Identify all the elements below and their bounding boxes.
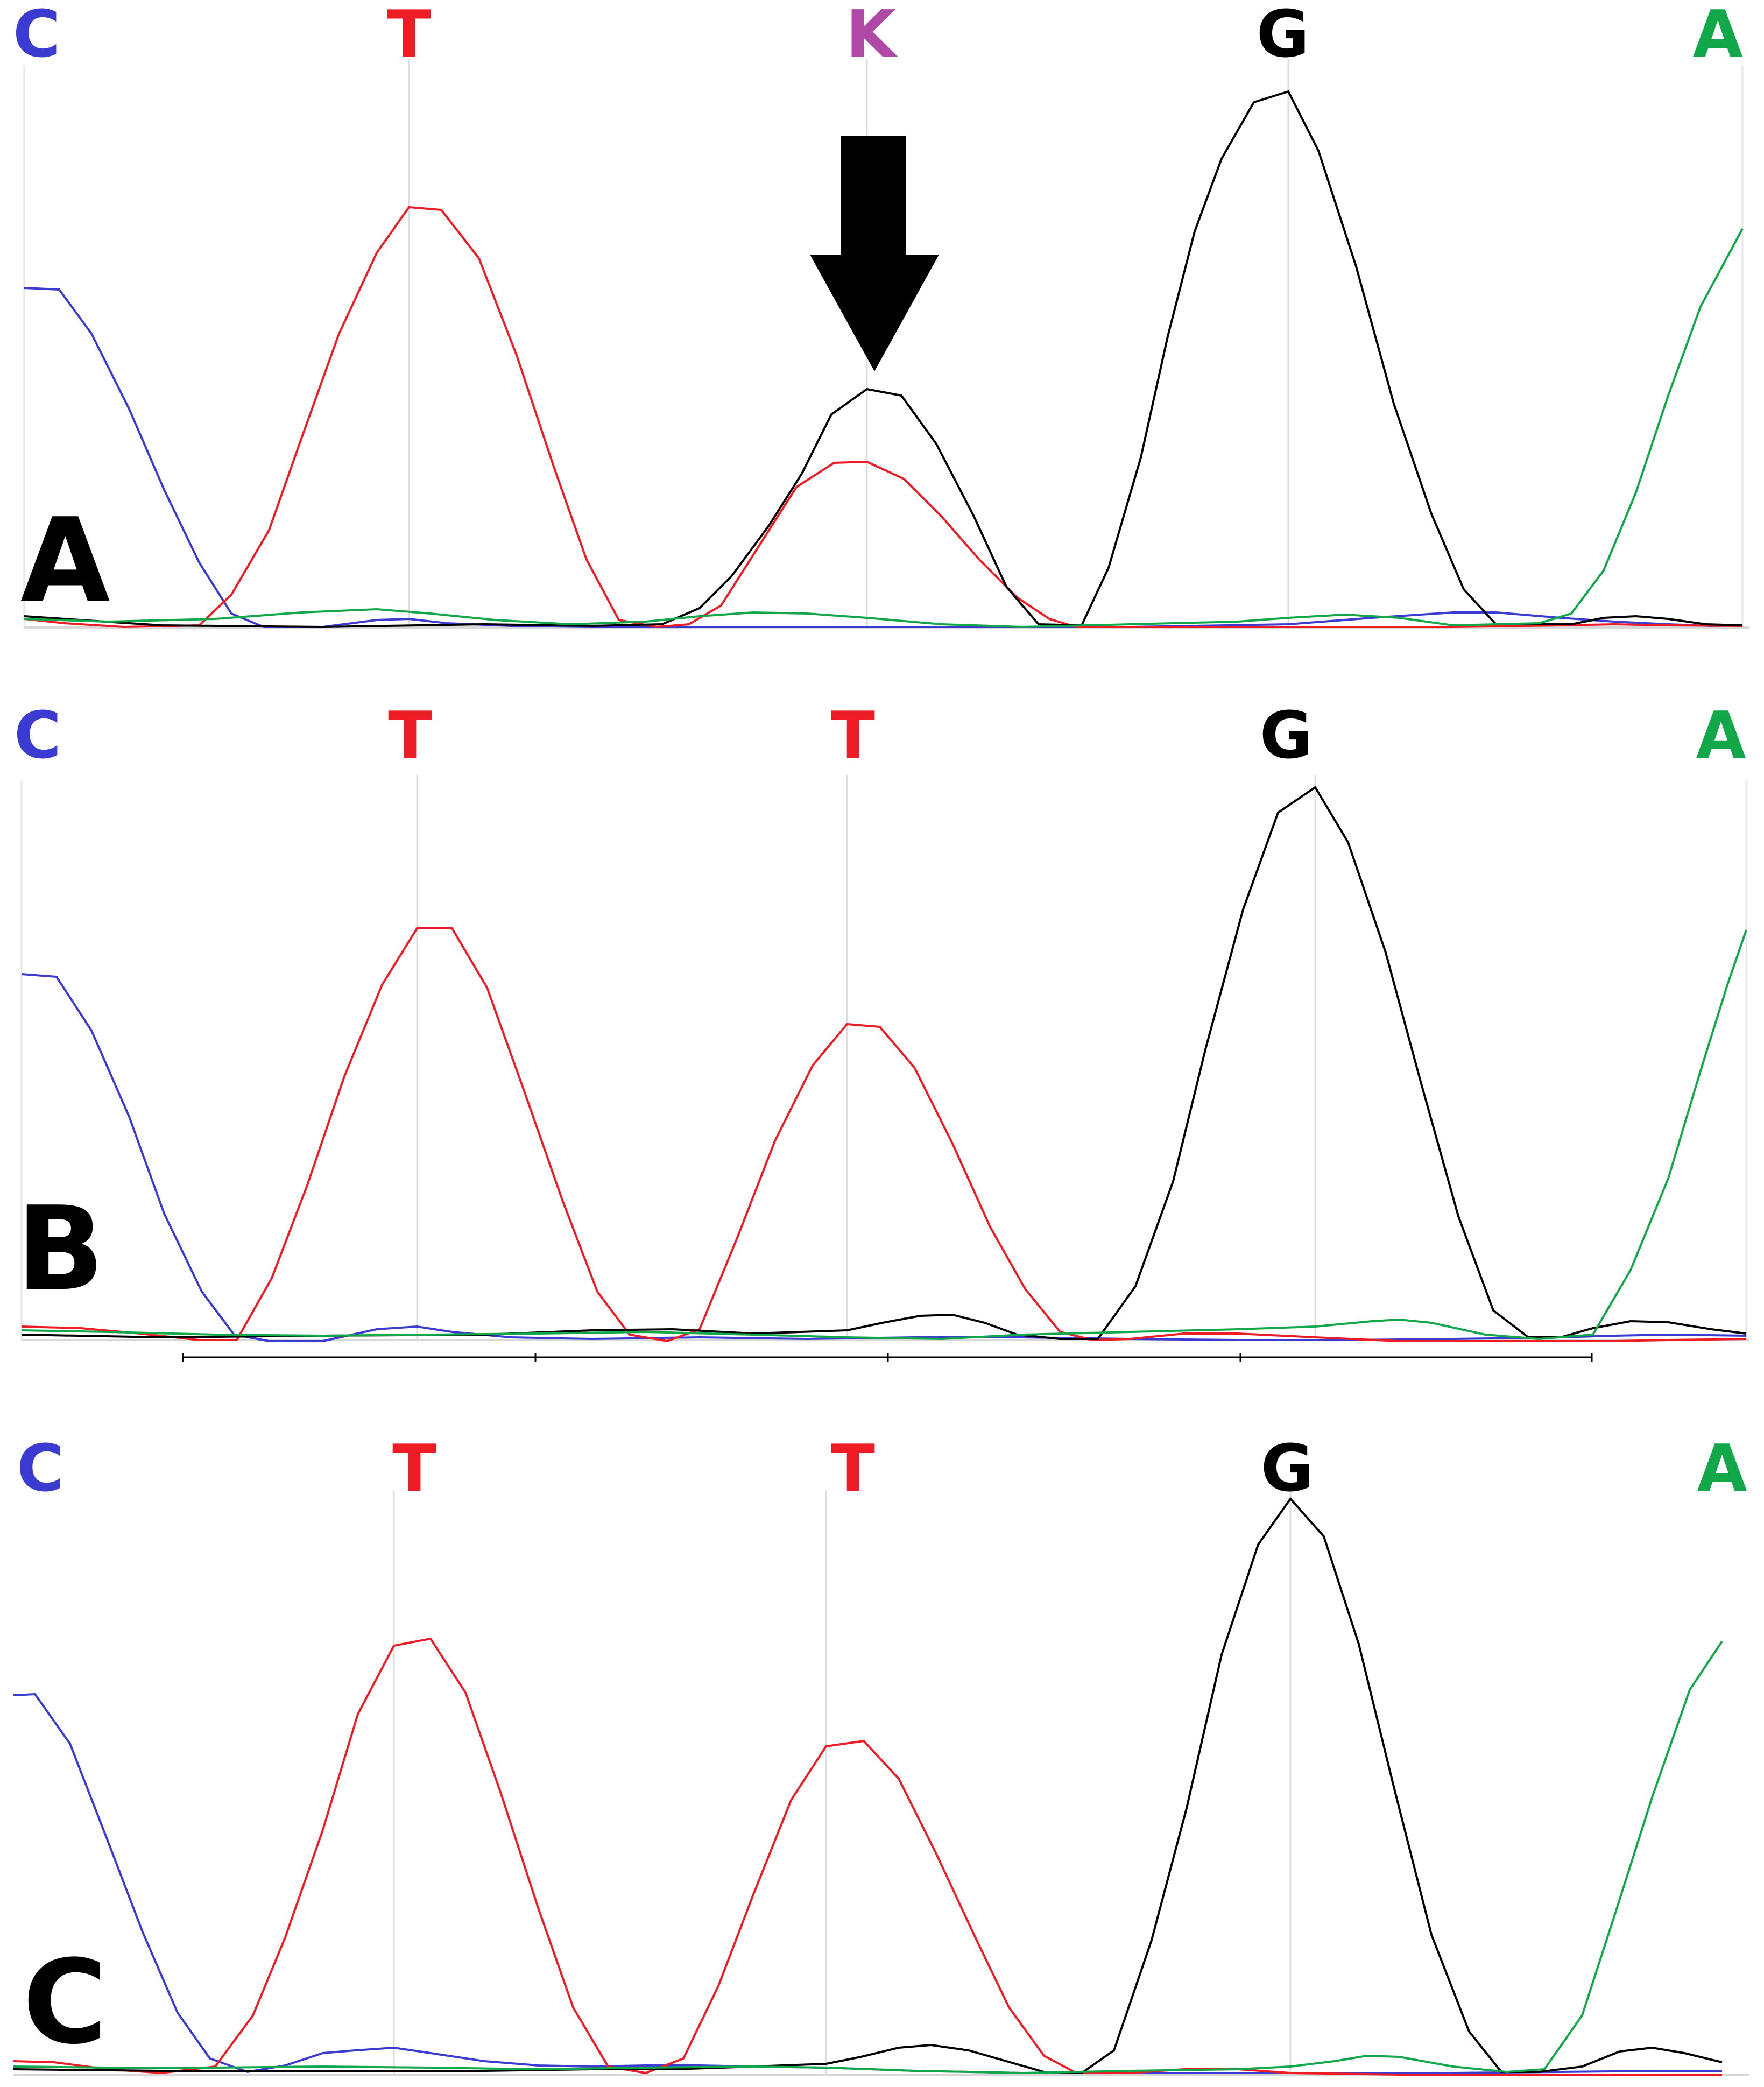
base-call-letter: C — [17, 1432, 64, 1506]
base-call-letter: C — [13, 0, 60, 72]
trace-t — [21, 927, 1747, 1343]
trace-a — [24, 228, 1744, 629]
base-call-letter: C — [14, 699, 61, 773]
base-call-letter: G — [1257, 0, 1310, 72]
trace-a — [21, 929, 1747, 1341]
base-call-letter: T — [387, 0, 431, 72]
panel-c: C T T G A C — [13, 1432, 1749, 2076]
trace-c — [13, 1693, 1722, 2074]
panel-a: C T K G A A — [13, 0, 1749, 629]
base-call-letter: T — [392, 1432, 436, 1506]
base-call-letter: A — [1697, 1432, 1747, 1506]
mutation-arrow — [810, 136, 939, 371]
base-call-letter: T — [831, 1432, 875, 1506]
base-call-letter: G — [1260, 699, 1313, 773]
trace-c — [24, 287, 1743, 628]
panel-label: A — [20, 493, 110, 628]
base-call-letter: A — [1696, 699, 1746, 773]
trace-t — [13, 1637, 1722, 2076]
trace-c — [21, 973, 1747, 1342]
base-call-letter: K — [846, 0, 898, 72]
base-call-letter: A — [1693, 0, 1743, 72]
trace-g — [13, 1497, 1723, 2075]
panel-label: C — [23, 1935, 108, 2070]
base-call-letter: G — [1261, 1432, 1314, 1506]
trace-a — [13, 1640, 1723, 2075]
panel-b: C T T G A B — [14, 699, 1749, 1362]
base-call-letter: T — [831, 699, 875, 773]
base-call-letter: T — [388, 699, 432, 773]
panel-label: B — [16, 1181, 104, 1316]
trace-t — [24, 206, 1743, 629]
